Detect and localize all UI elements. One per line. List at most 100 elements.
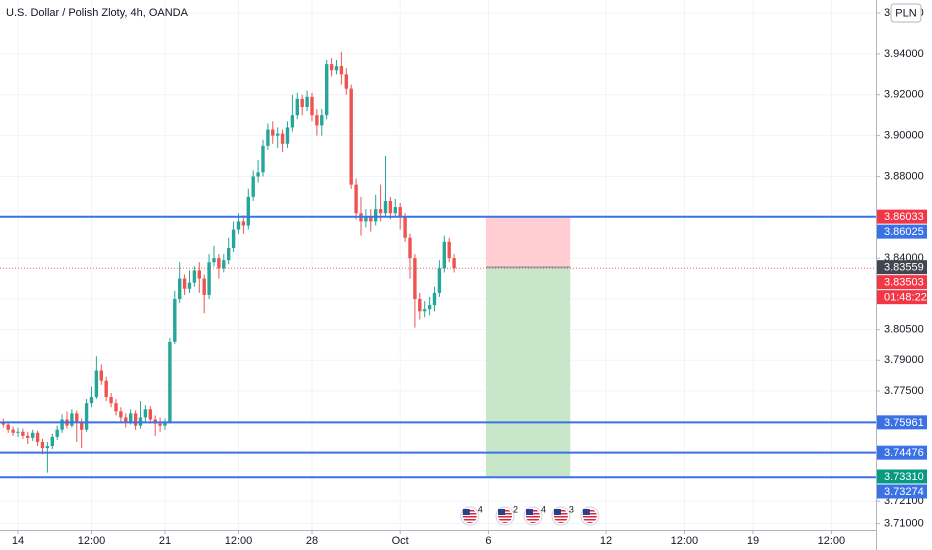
candle-body	[398, 207, 402, 218]
price-marker	[877, 415, 927, 430]
candle-body	[373, 209, 378, 222]
candle-body	[241, 221, 246, 226]
event-flag-canton	[553, 509, 561, 515]
candle-body	[163, 421, 167, 426]
event-flag-canton	[582, 509, 590, 515]
price-marker	[877, 469, 927, 484]
candle-body	[6, 424, 10, 430]
price-marker	[877, 224, 927, 239]
currency-label[interactable]: PLN	[895, 7, 916, 19]
candle-body	[452, 258, 456, 269]
price-axis-bg	[876, 0, 932, 550]
candle-body	[99, 370, 103, 381]
candle-body	[300, 98, 304, 108]
candle-body	[148, 409, 152, 420]
x-tick-label: 14	[12, 535, 24, 547]
candle-body	[70, 413, 74, 426]
candle-body	[266, 129, 270, 146]
price-marker-label: 3.74476	[884, 447, 924, 459]
countdown: 01:48:22	[884, 292, 927, 304]
chart-title: U.S. Dollar / Polish Zloty, 4h, OANDA	[6, 7, 189, 19]
price-marker-label: 3.75961	[884, 417, 924, 429]
candle-body	[383, 200, 388, 214]
axes-layer: 3.960003.940003.920003.900003.880003.840…	[12, 7, 927, 547]
candle-body	[280, 133, 285, 144]
candle-body	[320, 115, 324, 126]
event-flag-canton	[498, 509, 506, 515]
candle-body	[84, 403, 89, 430]
candle-body	[173, 299, 177, 342]
candle-body	[35, 432, 40, 442]
candle-body	[109, 397, 113, 404]
x-tick-label: 12:00	[818, 535, 846, 547]
currency-badge[interactable]	[890, 3, 922, 23]
candle-body	[192, 270, 197, 283]
candle-body	[295, 98, 299, 116]
price-marker	[877, 275, 927, 290]
candle-body	[334, 66, 339, 71]
event-flag-canton	[525, 509, 533, 515]
candle-body	[324, 64, 329, 116]
candle-body	[236, 221, 241, 230]
candle-body	[403, 217, 407, 238]
candle-body	[114, 403, 118, 412]
candle-body	[119, 411, 123, 418]
candle-body	[133, 413, 138, 426]
x-tick-label: 28	[306, 535, 318, 547]
price-marker-label: 3.86033	[884, 211, 924, 223]
candle-body	[222, 260, 226, 269]
candle-body	[251, 176, 255, 197]
candle-body	[50, 436, 54, 447]
candle-body	[30, 432, 35, 438]
candle-body	[422, 309, 427, 312]
candle-body	[408, 237, 412, 259]
x-tick-label: 12:00	[225, 535, 253, 547]
x-tick-label: 19	[747, 535, 759, 547]
candle-body	[393, 207, 397, 214]
candle-body	[45, 446, 50, 449]
candle-body	[369, 217, 373, 222]
stop-zone	[485, 216, 571, 268]
candle-body	[256, 172, 260, 177]
event-flag-canton	[462, 509, 470, 515]
event-count: 4	[478, 504, 483, 514]
target-zone	[485, 267, 571, 477]
candle-body	[187, 282, 192, 289]
time-axis-bg	[0, 530, 876, 550]
candle-body	[182, 278, 187, 289]
candle-body	[310, 96, 314, 116]
candle-body	[290, 115, 295, 128]
candle-body	[364, 217, 368, 222]
candle-body	[16, 431, 20, 433]
candle-body	[339, 66, 344, 75]
candle-body	[354, 184, 358, 214]
price-marker-label: 3.73310	[884, 471, 924, 483]
candle-body	[40, 441, 45, 449]
price-marker-label: 3.83503	[884, 277, 924, 289]
candle-body	[261, 145, 265, 173]
x-tick-label: 6	[485, 535, 491, 547]
grid-layer	[0, 0, 876, 530]
candle-body	[104, 380, 108, 398]
price-marker	[877, 484, 927, 499]
candle-body	[437, 268, 442, 293]
candle-body	[349, 88, 353, 185]
event-count: 4	[541, 504, 546, 514]
overlay-layer	[0, 215, 876, 479]
x-tick-label: 12:00	[78, 535, 106, 547]
candle-body	[427, 305, 432, 310]
candle-body	[217, 258, 221, 269]
candle-body	[344, 74, 348, 89]
candle-body	[285, 127, 290, 144]
x-tick-label: Oct	[392, 535, 409, 547]
candle-body	[315, 115, 319, 126]
candle-body	[128, 413, 133, 422]
candle-body	[89, 397, 94, 404]
price-marker-label: 3.73274	[884, 486, 924, 498]
candle-body	[197, 270, 201, 279]
plot-layer	[1, 51, 571, 477]
y-tick-label: 3.94000	[884, 48, 924, 60]
price-marker	[877, 445, 927, 460]
